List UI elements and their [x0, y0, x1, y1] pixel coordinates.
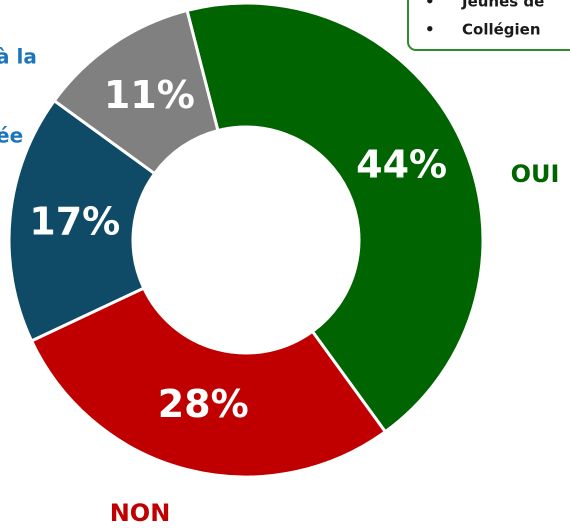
bullet: • [425, 21, 435, 39]
legend-item: Jeunes de [461, 0, 544, 11]
donut-segment [7, 98, 157, 343]
annotation: à la [0, 45, 37, 69]
value-label: 28% [158, 382, 249, 426]
donut-segment [29, 286, 388, 479]
value-label: 11% [104, 73, 195, 117]
value-label: 17% [29, 199, 120, 243]
donut-segment [52, 8, 220, 176]
donut-segment [185, 1, 485, 434]
annotation: ée [0, 124, 23, 148]
legend-item: Collégien [462, 21, 541, 39]
bullet: • [425, 0, 435, 11]
category-label: OUI [511, 160, 560, 188]
category-label: NON [110, 499, 171, 527]
legend-box [407, 0, 570, 51]
value-label: 44% [356, 142, 447, 186]
